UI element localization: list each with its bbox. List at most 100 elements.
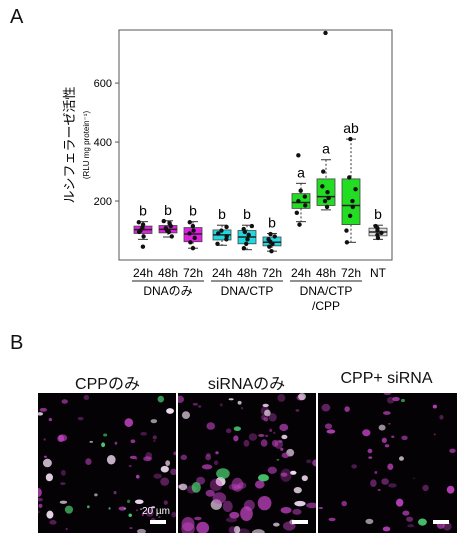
fluorescent-spot [206, 422, 216, 430]
plot-frame [118, 29, 393, 261]
fluorescent-spot [368, 456, 373, 459]
fluorescent-spot [382, 526, 391, 532]
x-tick-label: 72h [183, 266, 203, 280]
fluorescent-spot [60, 469, 66, 476]
fluorescent-spot [178, 395, 185, 403]
fluorescent-spot [367, 448, 373, 454]
fluorescent-spot [422, 484, 429, 492]
fluorescent-spot [268, 413, 277, 422]
fluorescent-spot [215, 476, 226, 487]
fluorescent-spot [240, 406, 244, 410]
fluorescent-spot [126, 499, 131, 504]
fluorescent-spot [237, 400, 242, 405]
data-point [192, 235, 197, 241]
fluorescent-spot [251, 529, 265, 533]
fluorescent-spot [86, 505, 90, 509]
fluorescent-spot [38, 503, 43, 508]
fluorescent-spot [205, 489, 215, 497]
fluorescent-spot [83, 395, 90, 401]
fluorescent-spot [192, 402, 199, 406]
data-point [347, 175, 352, 180]
fluorescent-spot [402, 510, 410, 516]
group-label: DNAのみ [143, 284, 192, 298]
data-point [296, 153, 301, 158]
fluorescent-spot [38, 412, 44, 416]
data-point [322, 198, 328, 204]
fluorescent-spot [228, 526, 236, 533]
fluorescent-spot [215, 451, 219, 455]
significance-letter: ab [343, 120, 359, 136]
significance-letter: b [218, 206, 226, 222]
panel-b-label: B [10, 332, 24, 354]
fluorescent-spot [233, 485, 241, 489]
x-tick-label: NT [370, 266, 387, 280]
fluorescent-spot [312, 459, 316, 467]
y-tick-label: 400 [94, 137, 112, 149]
fluorescent-spot [229, 511, 240, 519]
significance-letter: b [268, 214, 276, 230]
fluorescent-spot [46, 510, 54, 519]
panel-a-label: A [10, 6, 24, 28]
micrograph-cpp-only: 20 µm [38, 393, 176, 533]
data-point [169, 234, 174, 239]
fluorescent-spot [306, 459, 312, 464]
fluorescent-spot [273, 431, 276, 435]
fluorescent-spot [277, 393, 286, 402]
fluorescent-spot [43, 438, 46, 441]
fluorescent-spot [388, 483, 397, 488]
fluorescent-spot [38, 510, 40, 514]
fluorescent-spot [257, 474, 269, 482]
data-point [241, 226, 246, 232]
y-tick-label: 200 [94, 196, 112, 208]
fluorescent-spot [328, 517, 336, 522]
fluorescent-spot [248, 433, 258, 441]
fluorescent-spot [173, 451, 176, 456]
micrograph-title-cpp-sirna: CPP+ siRNA [340, 370, 433, 387]
fluorescent-spot [94, 493, 98, 497]
data-point [246, 232, 251, 238]
data-point [325, 189, 330, 195]
fluorescent-spot [254, 480, 265, 489]
fluorescent-spot [237, 482, 247, 489]
scale-bar [150, 520, 166, 524]
fluorescent-spot [103, 433, 108, 437]
y-axis-units: (RLU mg protein⁻¹) [82, 111, 91, 180]
fluorescent-spot [58, 434, 68, 442]
scale-bar-label: 20 µm [142, 506, 170, 517]
y-axis: 200 400 600 [94, 78, 119, 208]
fluorescent-spot [407, 524, 415, 528]
fluorescent-spot [228, 398, 234, 401]
fluorescent-spot [378, 424, 386, 431]
fluorescent-spot [198, 405, 202, 408]
data-point [326, 195, 331, 201]
fluorescent-spot [281, 434, 288, 440]
fluorescent-spot [398, 456, 404, 461]
fluorescent-spot [153, 440, 156, 442]
fluorescent-spot [279, 423, 289, 432]
data-point [353, 187, 358, 192]
data-point [323, 30, 328, 36]
fluorescent-spot [113, 491, 117, 495]
fluorescent-spot [118, 506, 127, 511]
data-point [249, 223, 255, 229]
data-point [219, 228, 224, 233]
fluorescent-spot [170, 468, 176, 476]
fluorescent-spot [160, 465, 169, 473]
fluorescent-spot [228, 483, 241, 491]
fluorescent-spot [106, 455, 116, 465]
fluorescent-spot [401, 435, 408, 441]
fluorescent-spot [381, 478, 389, 485]
fluorescent-spot [196, 521, 210, 533]
data-point [245, 237, 250, 242]
data-point [348, 136, 353, 142]
significance-letter: b [243, 206, 251, 222]
significance-letter: b [374, 206, 382, 222]
fluorescent-spot [85, 458, 92, 465]
fluorescent-spot [231, 477, 244, 492]
fluorescent-spot [263, 417, 269, 422]
fluorescent-spot [400, 398, 405, 403]
fluorescent-spot [418, 518, 427, 526]
data-point [188, 240, 193, 245]
fluorescent-spot [134, 499, 144, 504]
